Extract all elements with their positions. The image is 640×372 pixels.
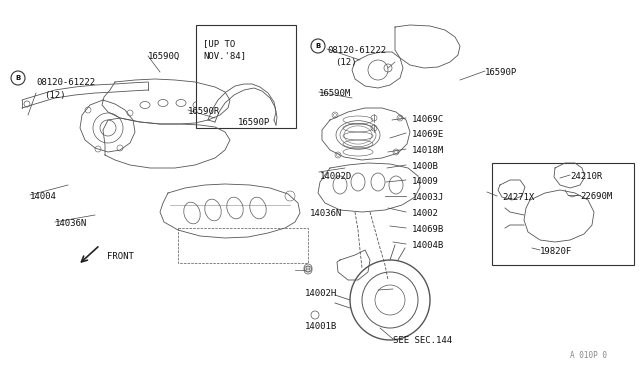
Text: 14002D: 14002D xyxy=(320,172,352,181)
Text: 14003J: 14003J xyxy=(412,193,444,202)
Text: 19820F: 19820F xyxy=(540,247,572,256)
Text: B: B xyxy=(15,75,20,81)
Text: B: B xyxy=(316,43,321,49)
Text: 14069E: 14069E xyxy=(412,130,444,139)
Text: FRONT: FRONT xyxy=(107,252,134,261)
Text: (12): (12) xyxy=(44,91,65,100)
Bar xyxy=(492,163,634,265)
Text: 14002H: 14002H xyxy=(305,289,337,298)
Bar xyxy=(178,228,308,263)
Text: [UP TO: [UP TO xyxy=(203,39,236,48)
Text: A 010P 0: A 010P 0 xyxy=(570,351,607,360)
Text: SEE SEC.144: SEE SEC.144 xyxy=(393,336,452,345)
Text: 08120-61222: 08120-61222 xyxy=(327,46,386,55)
Text: 14004B: 14004B xyxy=(412,241,444,250)
Text: 16590M: 16590M xyxy=(319,89,351,98)
Circle shape xyxy=(311,39,325,53)
Text: 1400B: 1400B xyxy=(412,162,439,171)
Text: 16590Q: 16590Q xyxy=(148,52,180,61)
Bar xyxy=(196,25,296,128)
Text: 16590P: 16590P xyxy=(238,118,270,127)
Text: NOV.'84]: NOV.'84] xyxy=(203,51,246,60)
Circle shape xyxy=(11,71,25,85)
Text: 24210R: 24210R xyxy=(570,172,602,181)
Text: 22690M: 22690M xyxy=(580,192,612,201)
Text: 14002: 14002 xyxy=(412,209,439,218)
Text: 14009: 14009 xyxy=(412,177,439,186)
Text: 14069C: 14069C xyxy=(412,115,444,124)
Text: 16590P: 16590P xyxy=(485,68,517,77)
Text: 14004: 14004 xyxy=(30,192,57,201)
Text: 14036N: 14036N xyxy=(55,219,87,228)
Text: (12): (12) xyxy=(335,58,356,67)
Text: 14001B: 14001B xyxy=(305,322,337,331)
Text: 24271X: 24271X xyxy=(502,193,534,202)
Text: 14069B: 14069B xyxy=(412,225,444,234)
Text: 14036N: 14036N xyxy=(310,209,342,218)
Text: 08120-61222: 08120-61222 xyxy=(36,78,95,87)
Text: 16590R: 16590R xyxy=(188,107,220,116)
Text: 14018M: 14018M xyxy=(412,146,444,155)
